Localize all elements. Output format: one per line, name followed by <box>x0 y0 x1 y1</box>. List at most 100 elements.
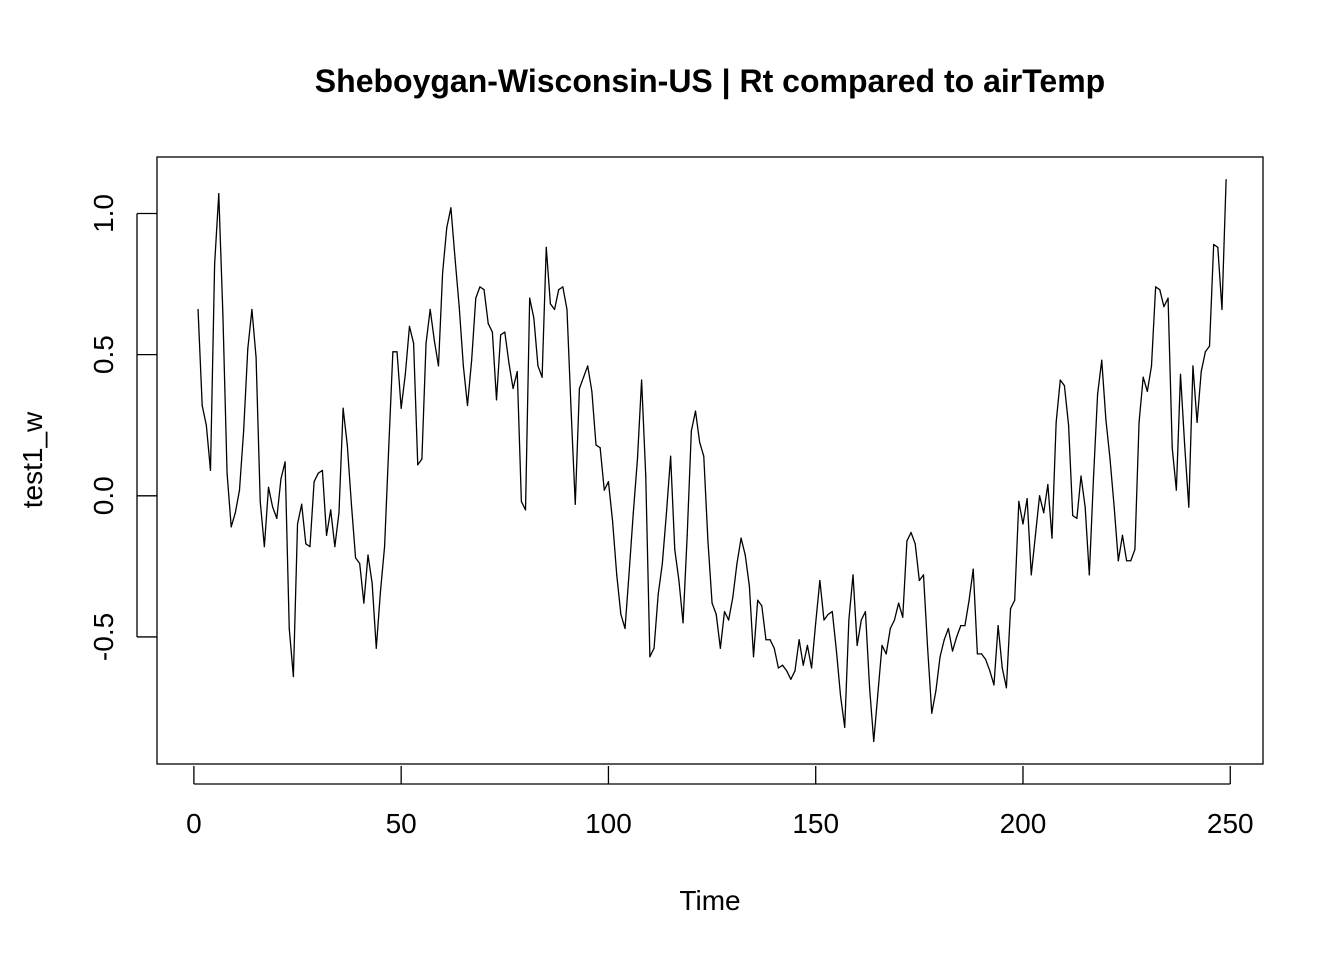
plot-frame <box>156 156 1264 765</box>
data-point <box>218 193 220 195</box>
data-point <box>330 509 332 511</box>
x-tick-label: 0 <box>186 808 202 839</box>
data-point <box>980 653 983 655</box>
data-point <box>914 543 916 545</box>
data-point <box>1134 548 1136 551</box>
data-point <box>1175 489 1177 491</box>
data-point <box>359 562 361 565</box>
data-point <box>951 650 954 652</box>
data-point <box>276 517 278 519</box>
data-point <box>1221 308 1223 311</box>
data-point <box>674 548 676 551</box>
data-point <box>500 334 502 336</box>
data-point <box>334 546 336 548</box>
data-point <box>1059 379 1061 381</box>
data-point <box>388 447 390 449</box>
data-point <box>910 531 912 534</box>
data-point <box>678 579 680 582</box>
data-point <box>761 605 763 607</box>
data-point <box>956 636 958 638</box>
data-point <box>757 599 759 601</box>
data-point <box>205 424 207 426</box>
data-point <box>1101 359 1103 361</box>
y-axis: -0.5 0.0 0.5 1.0 <box>88 194 157 661</box>
data-point <box>1063 385 1066 387</box>
data-point <box>815 622 817 624</box>
data-point <box>413 342 415 344</box>
data-point <box>968 599 970 601</box>
data-point <box>661 562 663 565</box>
data-point <box>309 546 311 548</box>
data-point <box>305 543 307 545</box>
data-point <box>263 546 265 548</box>
data-point <box>450 207 452 209</box>
data-point <box>736 562 738 565</box>
data-point <box>781 664 784 666</box>
data-point <box>839 695 842 697</box>
data-point <box>1171 447 1173 449</box>
data-point <box>421 458 423 460</box>
data-point <box>255 356 257 359</box>
data-point <box>1026 498 1028 500</box>
data-point <box>802 664 804 666</box>
data-point <box>296 523 299 525</box>
data-point <box>288 627 290 630</box>
data-point <box>471 359 473 361</box>
data-point <box>960 625 962 627</box>
data-point <box>860 619 862 621</box>
data-point <box>603 489 605 491</box>
data-point <box>1213 243 1215 246</box>
data-point <box>230 526 232 528</box>
data-point <box>222 314 224 316</box>
data-point <box>898 602 900 604</box>
data-point <box>1192 365 1194 367</box>
data-point <box>632 512 634 514</box>
data-point <box>889 627 891 630</box>
data-point <box>516 370 518 373</box>
data-point <box>628 571 630 573</box>
data-point <box>367 554 369 556</box>
data-point <box>379 591 382 593</box>
data-point <box>1117 560 1119 562</box>
data-point <box>1084 506 1086 508</box>
data-point <box>284 461 286 463</box>
data-point <box>342 407 344 409</box>
data-point <box>197 308 199 311</box>
x-tick-label: 50 <box>386 808 417 839</box>
data-point <box>682 622 684 624</box>
data-point <box>1047 483 1049 486</box>
data-point <box>641 379 643 381</box>
data-point <box>699 441 701 443</box>
data-point <box>670 455 672 457</box>
data-point <box>553 308 556 311</box>
data-point <box>893 619 896 621</box>
data-point <box>487 322 489 325</box>
data-point <box>728 619 730 621</box>
data-point <box>649 656 651 658</box>
data-point <box>371 582 373 584</box>
data-point <box>313 481 315 483</box>
data-point <box>508 362 510 364</box>
data-point <box>686 534 688 536</box>
data-point <box>877 692 879 695</box>
data-point <box>599 447 601 449</box>
data-point <box>541 376 543 378</box>
data-point <box>462 365 464 367</box>
data-point <box>383 546 386 548</box>
data-point <box>1067 424 1070 426</box>
data-point <box>769 639 771 641</box>
data-point <box>918 579 920 582</box>
data-point <box>744 554 746 556</box>
data-point <box>1038 495 1041 497</box>
data-point <box>752 656 755 658</box>
data-point <box>943 639 945 641</box>
data-point <box>363 602 365 604</box>
data-point <box>732 596 734 599</box>
data-point <box>1121 534 1124 536</box>
data-point <box>529 297 531 299</box>
data-point <box>852 574 854 576</box>
data-point <box>512 387 514 390</box>
data-point <box>251 308 253 311</box>
x-axis-label: Time <box>679 885 740 916</box>
